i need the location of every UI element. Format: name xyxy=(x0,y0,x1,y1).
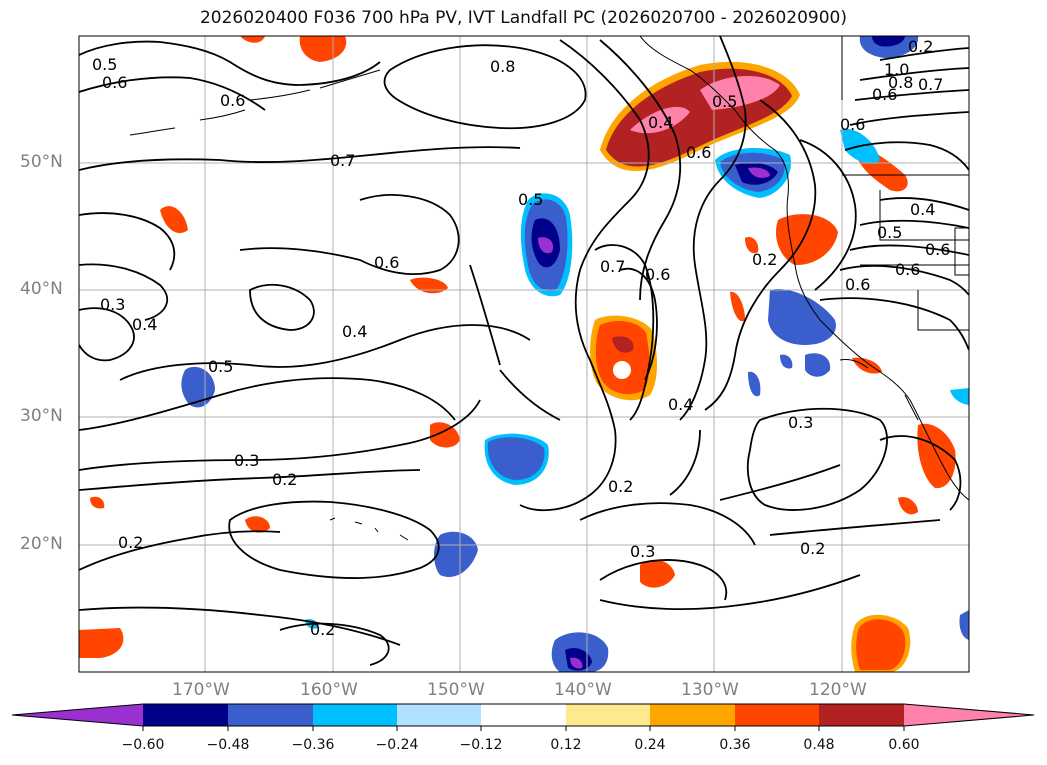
lat-label: 40°N xyxy=(20,279,63,299)
contour-label: 0.2 xyxy=(118,533,143,552)
lon-label: 120°W xyxy=(809,680,867,700)
contour-label: 0.7 xyxy=(330,151,355,170)
colorbar-tick-label: 0.12 xyxy=(550,737,582,753)
colorbar-tick-label: 0.24 xyxy=(634,737,666,753)
pv-contours xyxy=(79,36,969,666)
contour-label: 0.5 xyxy=(208,357,233,376)
lon-label: 140°W xyxy=(554,680,612,700)
colorbar-tick-label: 0.60 xyxy=(888,737,920,753)
contour-label: 0.6 xyxy=(102,73,127,92)
contour-label: 0.6 xyxy=(840,115,865,134)
contour-label: 0.5 xyxy=(877,223,902,242)
lon-label: 130°W xyxy=(681,680,739,700)
colorbar-extend-high xyxy=(904,704,1034,726)
contour-label: 0.6 xyxy=(374,253,399,272)
map-title: 2026020400 F036 700 hPa PV, IVT Landfall… xyxy=(199,8,847,28)
coastlines xyxy=(129,36,969,541)
contour-label: 0.6 xyxy=(872,85,897,104)
contour-label: 0.4 xyxy=(910,200,935,219)
lat-label: 50°N xyxy=(20,152,63,172)
contour-label: 0.4 xyxy=(132,315,157,334)
contour-label: 0.5 xyxy=(92,55,117,74)
contour-label: 0.5 xyxy=(518,190,543,209)
contour-label: 0.2 xyxy=(608,477,633,496)
lat-label: 20°N xyxy=(20,534,63,554)
contour-label: 0.4 xyxy=(668,395,693,414)
contour-label: 0.3 xyxy=(100,295,125,314)
colorbar-tick-label: −0.48 xyxy=(206,737,250,753)
contour-label: 0.8 xyxy=(490,57,515,76)
contour-label: 0.2 xyxy=(908,37,933,56)
colorbar xyxy=(11,703,1035,731)
lon-label: 170°W xyxy=(172,680,230,700)
contour-label: 0.2 xyxy=(272,470,297,489)
contour-label: 0.3 xyxy=(630,542,655,561)
colorbar-tick-label: −0.60 xyxy=(121,737,165,753)
lon-label: 150°W xyxy=(427,680,485,700)
contour-label: 0.6 xyxy=(645,265,670,284)
colorbar-tick-label: −0.24 xyxy=(375,737,419,753)
map-frame xyxy=(78,35,970,673)
colorbar-tick-label: −0.36 xyxy=(291,737,335,753)
contour-label: 0.7 xyxy=(600,257,625,276)
colorbar-tick-label: 0.36 xyxy=(719,737,751,753)
contour-label: 0.2 xyxy=(752,250,777,269)
contour-label: 0.2 xyxy=(800,539,825,558)
lon-label: 160°W xyxy=(300,680,358,700)
positive-anomaly-shading xyxy=(79,36,956,672)
contour-label: 0.8 xyxy=(888,73,913,92)
contour-label: 0.6 xyxy=(686,143,711,162)
contour-label: 0.6 xyxy=(220,91,245,110)
contour-labels: 0.5 0.6 0.6 0.8 0.7 0.5 0.4 0.5 0.6 0.6 … xyxy=(92,37,950,639)
contour-label: 0.6 xyxy=(895,260,920,279)
map-canvas: 0.5 0.6 0.6 0.8 0.7 0.5 0.4 0.5 0.6 0.6 … xyxy=(79,36,969,672)
contour-label: 0.3 xyxy=(788,413,813,432)
contour-label: 1.0 xyxy=(884,60,909,79)
contour-label: 0.7 xyxy=(918,75,943,94)
contour-label: 0.4 xyxy=(648,113,673,132)
contour-label: 0.5 xyxy=(712,92,737,111)
colorbar-tick-label: −0.12 xyxy=(459,737,503,753)
colorbar-tick-label: 0.48 xyxy=(803,737,835,753)
lat-label: 30°N xyxy=(20,406,63,426)
contour-label: 0.2 xyxy=(310,620,335,639)
contour-label: 0.3 xyxy=(234,451,259,470)
colorbar-extend-low xyxy=(12,704,143,726)
contour-label: 0.4 xyxy=(342,322,367,341)
contour-label: 0.6 xyxy=(845,275,870,294)
contour-label: 0.6 xyxy=(925,240,950,259)
